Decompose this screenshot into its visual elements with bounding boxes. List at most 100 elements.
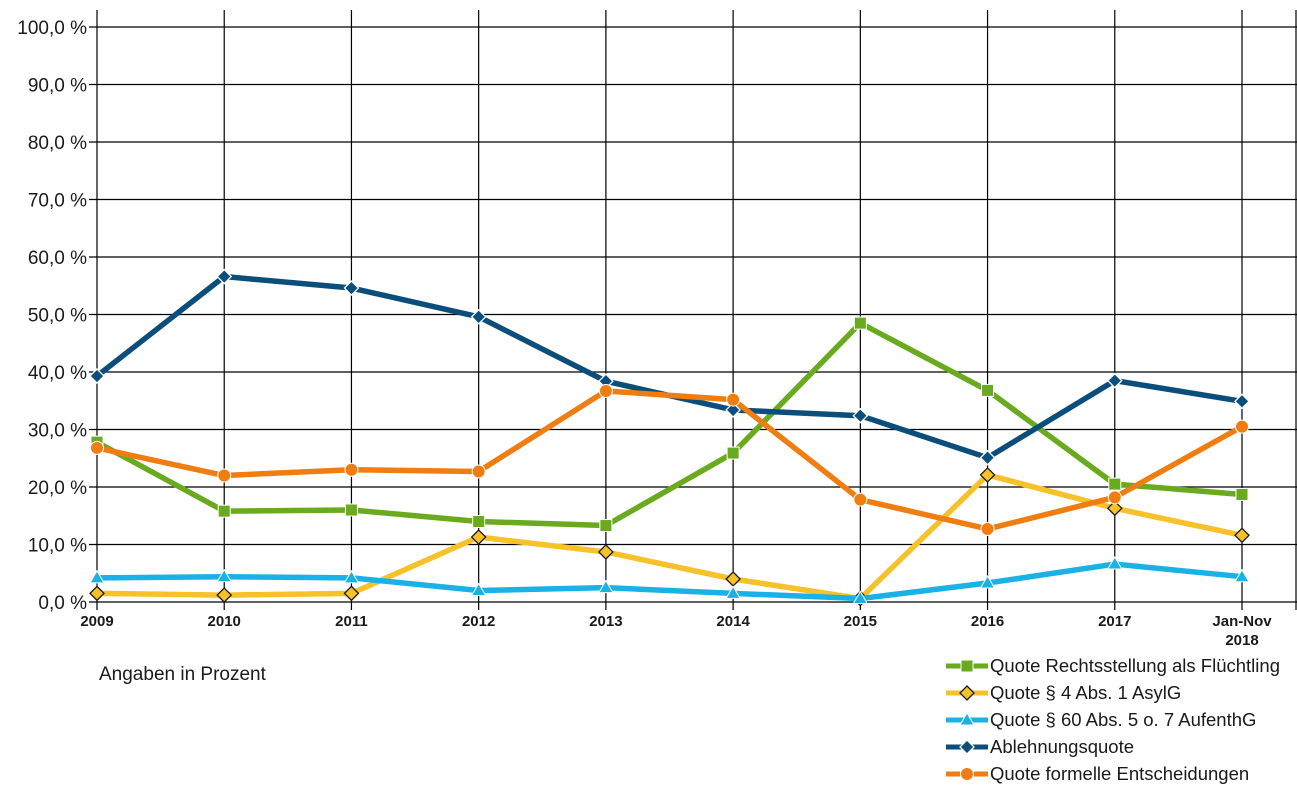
legend-label: Quote formelle Entscheidungen bbox=[990, 762, 1250, 784]
legend-marker bbox=[960, 659, 974, 672]
data-point bbox=[343, 280, 360, 296]
x-tick-label: 2009 bbox=[80, 613, 113, 630]
legend: Quote Rechtsstellung als Flüchtling Quote… bbox=[944, 652, 1280, 787]
legend-swatch bbox=[946, 711, 988, 725]
legend-marker bbox=[960, 766, 974, 781]
data-point bbox=[343, 569, 360, 584]
legend-item: Quote formelle Entscheidungen bbox=[944, 760, 1280, 787]
data-point bbox=[853, 316, 867, 330]
data-point bbox=[1106, 556, 1123, 570]
legend-label: Quote § 4 Abs. 1 AsylG bbox=[990, 681, 1182, 703]
y-tick-label: 80,0 % bbox=[28, 133, 87, 154]
data-point bbox=[979, 467, 996, 483]
legend-swatch bbox=[946, 659, 988, 672]
data-point bbox=[89, 569, 105, 584]
legend-item: Ablehnungsquote bbox=[944, 733, 1280, 760]
x-tick-label: 2013 bbox=[589, 613, 622, 630]
legend-label: Quote § 60 Abs. 5 o. 7 AufenthG bbox=[990, 708, 1257, 730]
x-tick-label: 2012 bbox=[462, 613, 495, 630]
legend-marker bbox=[959, 711, 975, 725]
data-point bbox=[470, 529, 487, 545]
data-point bbox=[1234, 568, 1250, 583]
data-point bbox=[726, 392, 741, 407]
x-tick-label: 2011 bbox=[335, 613, 368, 630]
legend-swatch bbox=[946, 738, 988, 755]
data-point bbox=[217, 468, 232, 483]
data-point bbox=[725, 585, 741, 599]
data-point bbox=[1235, 419, 1249, 434]
series-line bbox=[94, 273, 1245, 461]
y-tick-label: 30,0 % bbox=[28, 421, 87, 442]
data-point bbox=[598, 383, 613, 398]
y-tick-label: 10,0 % bbox=[28, 536, 87, 557]
legend-item: Quote § 60 Abs. 5 o. 7 AufenthG bbox=[944, 706, 1280, 733]
data-point bbox=[1235, 487, 1249, 501]
data-point bbox=[1106, 372, 1123, 389]
data-point bbox=[89, 585, 105, 602]
data-point bbox=[981, 383, 995, 397]
series-line bbox=[94, 561, 1245, 602]
x-tick-label: 2015 bbox=[844, 613, 877, 630]
data-point bbox=[472, 515, 486, 528]
data-point bbox=[216, 268, 233, 285]
data-point bbox=[344, 462, 359, 477]
data-point bbox=[597, 544, 614, 560]
data-point bbox=[725, 402, 742, 418]
data-point bbox=[344, 503, 358, 517]
y-tick-label: 20,0 % bbox=[28, 478, 87, 499]
data-point bbox=[1107, 490, 1122, 505]
y-tick-label: 60,0 % bbox=[28, 248, 87, 269]
data-point bbox=[852, 407, 869, 424]
data-point bbox=[979, 449, 996, 466]
series-4 bbox=[89, 268, 1250, 466]
legend-item: Quote Rechtsstellung als Flüchtling bbox=[944, 652, 1280, 679]
legend-swatch bbox=[946, 766, 988, 781]
data-point bbox=[216, 587, 233, 604]
y-tick-label: 100,0 % bbox=[17, 18, 87, 39]
x-tick-label: 2014 bbox=[716, 613, 750, 630]
data-point bbox=[725, 571, 742, 587]
legend-label: Quote Rechtsstellung als Flüchtling bbox=[990, 654, 1280, 676]
data-point bbox=[598, 579, 614, 594]
legend-swatch bbox=[946, 684, 988, 701]
chart-annotation: Angaben in Prozent bbox=[99, 664, 266, 685]
y-tick-label: 0,0 % bbox=[38, 593, 87, 614]
data-point bbox=[980, 521, 995, 536]
y-tick-label: 50,0 % bbox=[28, 306, 87, 327]
y-tick-label: 40,0 % bbox=[28, 363, 87, 384]
x-tick-label: 2016 bbox=[971, 613, 1004, 630]
legend-marker bbox=[959, 684, 975, 701]
legend-item: Quote § 4 Abs. 1 AsylG bbox=[944, 679, 1280, 706]
data-point bbox=[726, 446, 740, 460]
data-point bbox=[89, 368, 105, 384]
series-1 bbox=[90, 316, 1249, 533]
data-point bbox=[343, 585, 360, 602]
data-point bbox=[852, 590, 869, 605]
x-tick-label: 2017 bbox=[1098, 613, 1131, 630]
x-tick-label: 2010 bbox=[208, 613, 241, 630]
data-point bbox=[599, 519, 613, 533]
data-point bbox=[216, 568, 233, 583]
series-5 bbox=[90, 383, 1249, 536]
series-2 bbox=[89, 467, 1250, 607]
data-point bbox=[470, 582, 487, 596]
data-point bbox=[1234, 527, 1250, 544]
data-point bbox=[1234, 393, 1250, 410]
data-point bbox=[1108, 477, 1122, 491]
data-point bbox=[471, 464, 486, 479]
series-line bbox=[94, 388, 1245, 532]
legend-marker bbox=[959, 738, 975, 755]
data-point bbox=[853, 492, 868, 507]
data-point bbox=[217, 504, 231, 518]
y-tick-label: 70,0 % bbox=[28, 191, 87, 212]
y-tick-label: 90,0 % bbox=[28, 76, 87, 97]
series-line bbox=[94, 472, 1245, 602]
x-tick-label: Jan-Nov 2018 bbox=[1212, 613, 1272, 649]
series-line bbox=[94, 320, 1245, 529]
data-point bbox=[1106, 500, 1123, 517]
series-3 bbox=[89, 556, 1250, 605]
data-point bbox=[90, 440, 104, 455]
data-point bbox=[979, 575, 996, 589]
legend-label: Ablehnungsquote bbox=[990, 735, 1135, 757]
